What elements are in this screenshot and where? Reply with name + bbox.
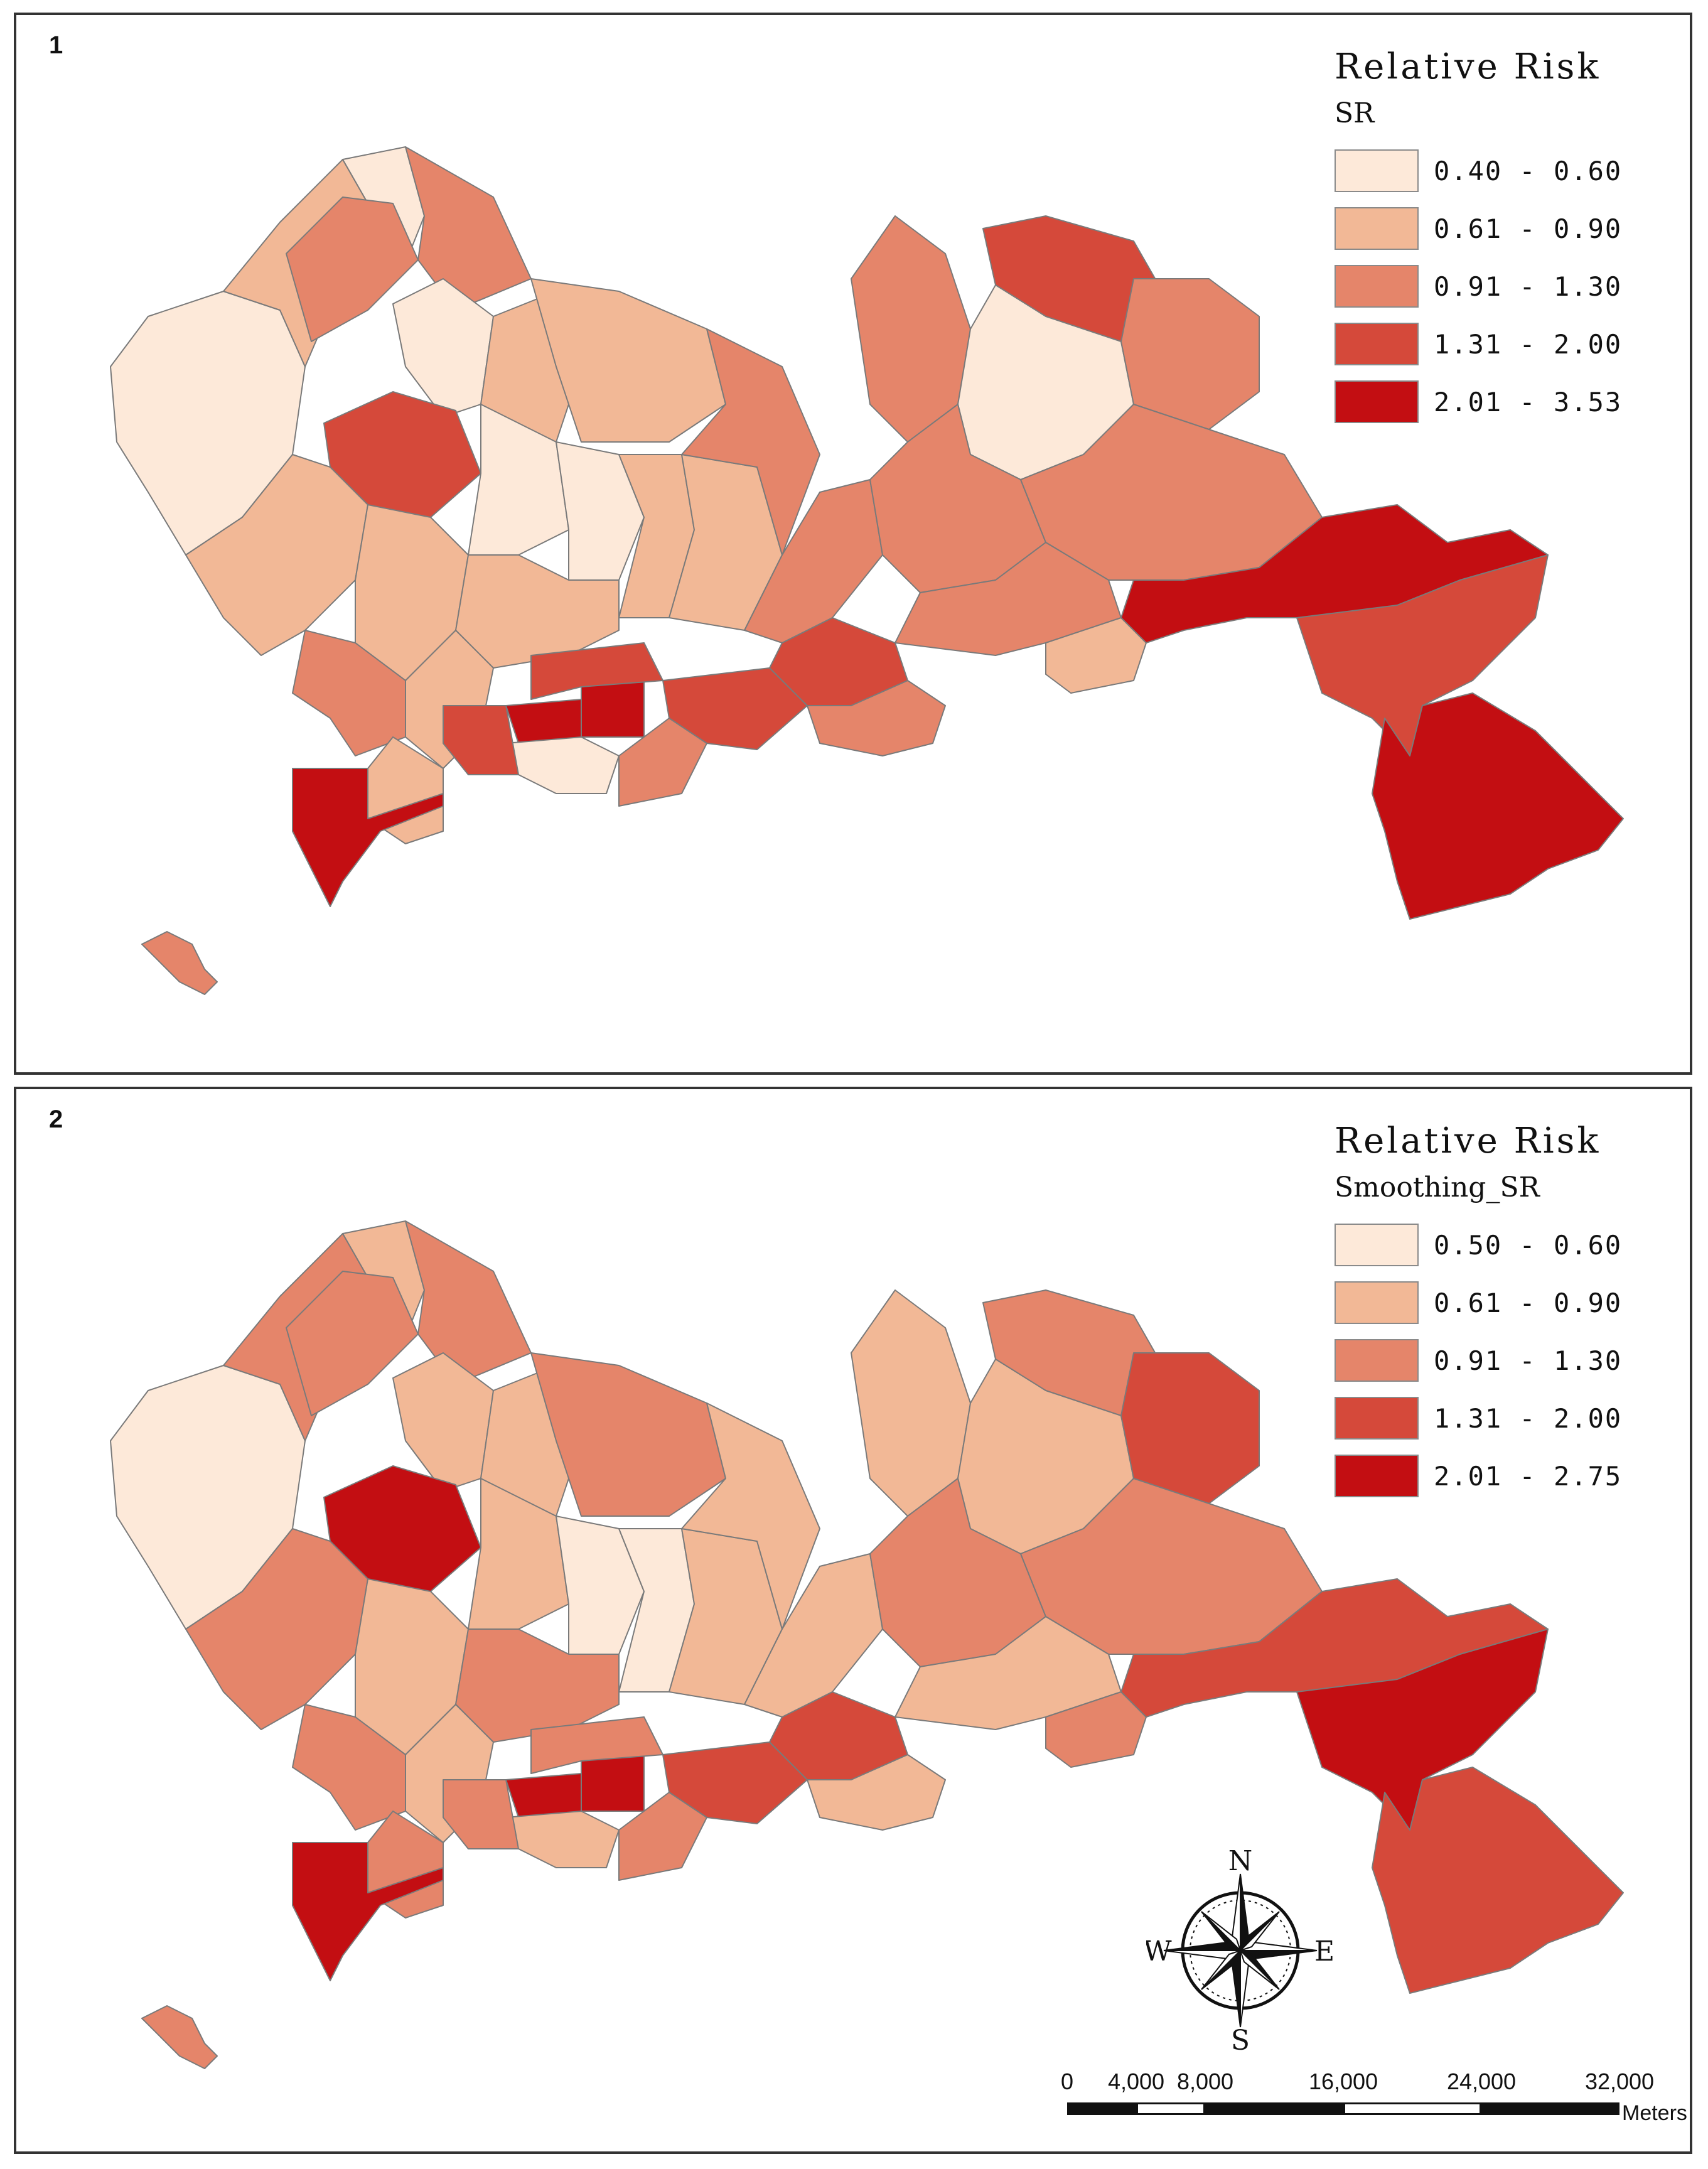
scale-segment <box>1136 2102 1205 2115</box>
legend-label: 0.91 - 1.30 <box>1434 1345 1623 1376</box>
district-futian-red-e <box>581 1754 645 1812</box>
district-longgang-e <box>1120 1352 1260 1504</box>
legend-item: 1.31 - 2.00 <box>1335 1389 1661 1447</box>
legend-item: 2.01 - 3.53 <box>1335 373 1661 431</box>
district-longgang-e <box>1120 278 1260 430</box>
panel-number: 2 <box>49 1106 63 1133</box>
scale-units: Meters <box>1622 2101 1687 2125</box>
district-longgang-c <box>681 328 820 556</box>
legend-label: 1.31 - 2.00 <box>1434 328 1623 360</box>
district-island <box>141 931 218 995</box>
legend-item: 0.91 - 1.30 <box>1335 1332 1661 1389</box>
legend-field: Smoothing_SR <box>1335 1171 1540 1203</box>
scale-label: 4,000 <box>1107 2069 1165 2094</box>
district-dapeng-c <box>1296 554 1549 756</box>
legend-swatch <box>1335 1281 1419 1324</box>
district-luohu-top <box>530 1716 663 1774</box>
district-luohu-top <box>530 642 663 700</box>
legend-label: 0.50 - 0.60 <box>1434 1229 1623 1261</box>
scale-segment <box>1205 2102 1343 2115</box>
district-bao-mid <box>405 146 532 311</box>
district-longgang-c <box>681 1402 820 1630</box>
panel-number: 1 <box>49 31 63 59</box>
scale-label: 24,000 <box>1446 2069 1517 2094</box>
compass-rose-icon: N S W E <box>1146 1845 1335 2056</box>
scale-label: 0 <box>1060 2069 1074 2094</box>
district-luohu-s <box>618 718 707 807</box>
districts <box>110 1220 1624 2069</box>
scale-segment <box>1481 2102 1619 2115</box>
scale-segment <box>1343 2102 1481 2115</box>
map-panel-2: 2 Relative Risk Smoothing_SR 0.50 - 0.60… <box>14 1087 1692 2154</box>
legend-swatch <box>1335 149 1419 192</box>
district-bao-mid <box>405 1220 532 1385</box>
legend-label: 1.31 - 2.00 <box>1434 1402 1623 1434</box>
legend-label: 0.40 - 0.60 <box>1434 155 1623 186</box>
district-nanao <box>1372 1767 1624 1994</box>
district-nanao <box>1372 692 1624 920</box>
district-futian-s <box>505 1811 620 1868</box>
district-luohu-s <box>618 1792 707 1881</box>
legend-swatch <box>1335 1397 1419 1440</box>
legend-title: Relative Risk <box>1335 46 1601 87</box>
compass-s-label: S <box>1231 2025 1250 2056</box>
district-dapeng-c <box>1296 1628 1549 1831</box>
choropleth-map <box>110 146 1624 995</box>
legend-item: 0.61 - 0.90 <box>1335 1274 1661 1332</box>
choropleth-map <box>110 1220 1624 2069</box>
legend-swatch <box>1335 265 1419 308</box>
map-panel-1: 1 Relative Risk SR 0.40 - 0.60 0.61 - 0.… <box>14 13 1692 1075</box>
legend-swatch <box>1335 1339 1419 1382</box>
district-longhua-n <box>530 1352 726 1517</box>
district-shekou <box>292 1842 444 1981</box>
legend-item: 0.61 - 0.90 <box>1335 200 1661 257</box>
districts <box>110 146 1624 995</box>
district-nanshan-w <box>292 1704 406 1831</box>
legend-swatch <box>1335 1455 1419 1497</box>
scale-label: 16,000 <box>1308 2069 1378 2094</box>
legend-label: 2.01 - 3.53 <box>1434 386 1623 417</box>
legend-label: 2.01 - 2.75 <box>1434 1460 1623 1492</box>
district-futian-w <box>443 1779 519 1849</box>
legend-label: 0.91 - 1.30 <box>1434 271 1623 302</box>
district-futian-red-e <box>581 680 645 738</box>
district-futian-s <box>505 736 620 794</box>
scale-label: 8,000 <box>1176 2069 1234 2094</box>
legend-swatch <box>1335 207 1419 250</box>
district-futian-w <box>443 705 519 775</box>
legend-label: 0.61 - 0.90 <box>1434 213 1623 244</box>
legend: Relative Risk Smoothing_SR 0.50 - 0.60 0… <box>1335 1114 1661 1505</box>
legend-swatch <box>1335 1224 1419 1266</box>
district-nanshan-w <box>292 630 406 756</box>
legend-field: SR <box>1335 97 1375 129</box>
legend-swatch <box>1335 323 1419 365</box>
compass-n-label: N <box>1228 1845 1253 1877</box>
district-longhua-n <box>530 278 726 443</box>
legend-title: Relative Risk <box>1335 1121 1601 1161</box>
scale-bar: 0 4,000 8,000 16,000 24,000 32,000 Meter… <box>1046 2069 1699 2144</box>
legend-item: 0.91 - 1.30 <box>1335 257 1661 315</box>
scale-segment <box>1067 2102 1136 2115</box>
legend-item: 2.01 - 2.75 <box>1335 1447 1661 1505</box>
district-shekou <box>292 768 444 907</box>
district-island <box>141 2005 218 2069</box>
legend-item: 0.50 - 0.60 <box>1335 1216 1661 1274</box>
legend-item: 1.31 - 2.00 <box>1335 315 1661 373</box>
scale-label: 32,000 <box>1584 2069 1655 2094</box>
legend-label: 0.61 - 0.90 <box>1434 1287 1623 1318</box>
district-yantian-w <box>807 680 946 756</box>
legend-item: 0.40 - 0.60 <box>1335 142 1661 200</box>
compass-e-label: E <box>1314 1935 1335 1967</box>
legend-swatch <box>1335 380 1419 423</box>
legend: Relative Risk SR 0.40 - 0.60 0.61 - 0.90… <box>1335 40 1661 431</box>
district-yantian-w <box>807 1754 946 1831</box>
